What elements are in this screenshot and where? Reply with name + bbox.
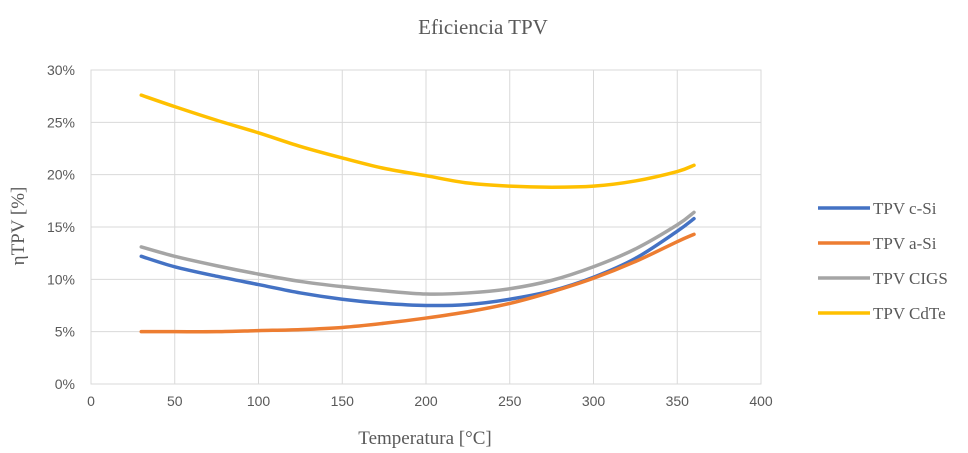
x-tick-label-1: 50 [167, 393, 183, 409]
legend-label-tpv-cdte: TPV CdTe [873, 304, 946, 323]
plot-area [90, 69, 762, 385]
y-tick-label-4: 20% [47, 167, 75, 183]
y-tick-label-2: 10% [47, 271, 75, 287]
x-tick-label-2: 100 [247, 393, 271, 409]
series-line-tpv-a-si [139, 232, 696, 334]
x-tick-label-5: 250 [498, 393, 522, 409]
x-tick-label-8: 400 [749, 393, 773, 409]
chart-title: Eficiencia TPV [418, 15, 548, 39]
tick-layer: 0 50 100 150 200 250 300 350 400 0% 5% 10% 15% 20% 25%… [47, 62, 773, 409]
x-tick-label-7: 350 [666, 393, 690, 409]
x-axis-title: Temperatura [°C] [358, 428, 491, 449]
y-tick-label-1: 5% [55, 324, 75, 340]
series-line-tpv-cigs [139, 210, 696, 296]
x-tick-label-6: 300 [582, 393, 606, 409]
legend-label-tpv-a-si: TPV a-Si [873, 234, 937, 253]
x-tick-label-0: 0 [87, 393, 95, 409]
y-tick-label-6: 30% [47, 62, 75, 78]
series-line-tpv-c-si [139, 216, 696, 308]
x-tick-label-4: 200 [414, 393, 438, 409]
x-tick-label-3: 150 [331, 393, 355, 409]
y-tick-label-0: 0% [55, 376, 75, 392]
legend: TPV c-Si TPV a-Si TPV CIGS TPV CdTe [818, 199, 948, 323]
y-tick-label-5: 25% [47, 114, 75, 130]
y-tick-label-3: 15% [47, 219, 75, 235]
series-layer [139, 93, 696, 334]
legend-label-tpv-c-si: TPV c-Si [873, 199, 937, 218]
legend-label-tpv-cigs: TPV CIGS [873, 269, 948, 288]
y-axis-title: ηTPV [%] [8, 187, 29, 266]
series-line-tpv-cdte [139, 93, 696, 189]
